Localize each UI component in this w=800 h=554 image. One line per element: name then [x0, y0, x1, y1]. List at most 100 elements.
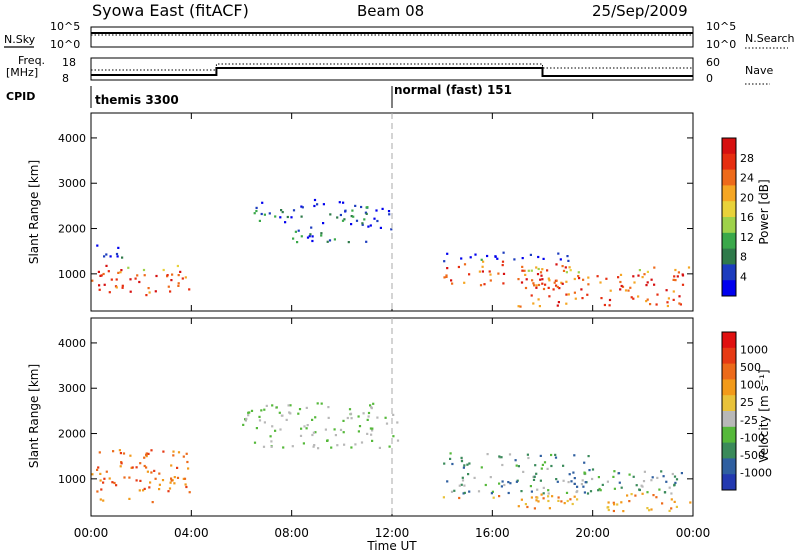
scatter-cell	[663, 491, 667, 494]
scatter-cell	[294, 230, 297, 233]
scatter-cell	[658, 488, 661, 491]
scatter-cell	[354, 204, 357, 207]
velocity-x-ticks	[90, 318, 694, 516]
scatter-cell	[138, 489, 141, 492]
scatter-cell	[525, 278, 528, 281]
scatter-cell	[565, 491, 569, 494]
scatter-cell	[609, 289, 612, 292]
scatter-cell	[358, 425, 362, 428]
scatter-cell	[443, 276, 446, 279]
scatter-cell	[574, 297, 577, 300]
scatter-cell	[628, 473, 631, 476]
scatter-cell	[572, 471, 575, 474]
scatter-cell	[336, 444, 339, 447]
scatter-cell	[541, 268, 544, 271]
scatter-cell	[173, 482, 176, 485]
scatter-cell	[158, 472, 161, 475]
scatter-cell	[329, 213, 332, 216]
scatter-cell	[567, 481, 570, 484]
scatter-cell	[248, 411, 251, 414]
scatter-cell	[463, 484, 466, 487]
scatter-cell	[603, 303, 606, 307]
scatter-cell	[519, 305, 522, 308]
scatter-cell	[535, 286, 538, 289]
scatter-cell	[573, 495, 576, 498]
scatter-cell	[316, 402, 319, 405]
scatter-cell	[154, 477, 157, 480]
scatter-cell	[457, 265, 460, 269]
scatter-cell	[108, 291, 111, 294]
scatter-cell	[560, 500, 563, 503]
scatter-cell	[645, 300, 648, 303]
scatter-cell	[363, 218, 366, 221]
scatter-cell	[463, 491, 466, 494]
scatter-cell	[311, 418, 314, 421]
scatter-cell	[128, 476, 131, 479]
scatter-cell	[548, 279, 551, 282]
scatter-cell	[548, 507, 551, 510]
scatter-cell	[547, 489, 550, 492]
scatter-cell	[112, 450, 115, 453]
scatter-cell	[619, 288, 622, 291]
scatter-cell	[666, 304, 669, 308]
scatter-cell	[576, 485, 579, 488]
scatter-cell	[649, 303, 652, 306]
beam-label: Beam 08	[357, 2, 424, 20]
scatter-cell	[105, 253, 108, 256]
scatter-cell	[537, 255, 540, 259]
scatter-cell	[497, 272, 500, 275]
scatter-cell	[500, 456, 503, 459]
scatter-cell	[537, 500, 540, 503]
scatter-cell	[536, 496, 539, 499]
scatter-cell	[522, 470, 525, 473]
scatter-cell	[674, 279, 677, 282]
scatter-cell	[187, 467, 190, 470]
x-axis-label: Time UT	[366, 539, 417, 553]
station-title: Syowa East (fitACF)	[92, 1, 249, 20]
scatter-cell	[173, 476, 176, 479]
scatter-cell	[461, 476, 464, 479]
scatter-cell	[583, 491, 586, 494]
freq-line	[91, 67, 693, 77]
scatter-cell	[176, 264, 179, 268]
scatter-cell	[477, 490, 481, 493]
power-panel: 1000 2000 3000 4000 Slant Range [km]	[27, 112, 694, 312]
scatter-cell	[244, 418, 247, 421]
scatter-cell	[177, 284, 180, 287]
scatter-cell	[489, 273, 492, 276]
scatter-cell	[556, 480, 559, 483]
scatter-cell	[523, 269, 526, 272]
scatter-cell	[385, 422, 389, 425]
scatter-cell	[182, 477, 185, 480]
scatter-cell	[290, 216, 293, 219]
scatter-cell	[162, 268, 165, 272]
scatter-cell	[320, 402, 323, 405]
scatter-cell	[547, 492, 550, 495]
scatter-cell	[626, 494, 629, 497]
freq-tick-bottom: 8	[62, 72, 69, 85]
scatter-cell	[532, 282, 535, 285]
scatter-cell	[540, 493, 543, 496]
scatter-cell	[253, 441, 257, 444]
date-label: 25/Sep/2009	[592, 2, 688, 20]
scatter-cell	[322, 222, 325, 225]
velocity-colorbar: 1000 500 100 25 -25 -100 -500 -1000 Velocity [m…	[721, 331, 772, 491]
scatter-cell	[107, 270, 110, 273]
scatter-cell	[242, 423, 245, 426]
scatter-cell	[646, 491, 649, 494]
scatter-cell	[247, 414, 250, 417]
scatter-cell	[517, 278, 520, 281]
scatter-cell	[534, 464, 537, 467]
scatter-cell	[587, 455, 590, 458]
scatter-cell	[650, 278, 653, 281]
scatter-cell	[606, 480, 609, 483]
freq-nave-series	[91, 63, 693, 77]
scatter-cell	[360, 441, 364, 444]
colorbar-tick-label: 8	[740, 251, 747, 264]
scatter-cell	[670, 507, 673, 510]
scatter-cell	[328, 239, 332, 242]
scatter-cell	[546, 269, 549, 272]
scatter-cell	[129, 278, 132, 281]
scatter-cell	[269, 435, 272, 438]
colorbar-swatch	[722, 248, 736, 265]
